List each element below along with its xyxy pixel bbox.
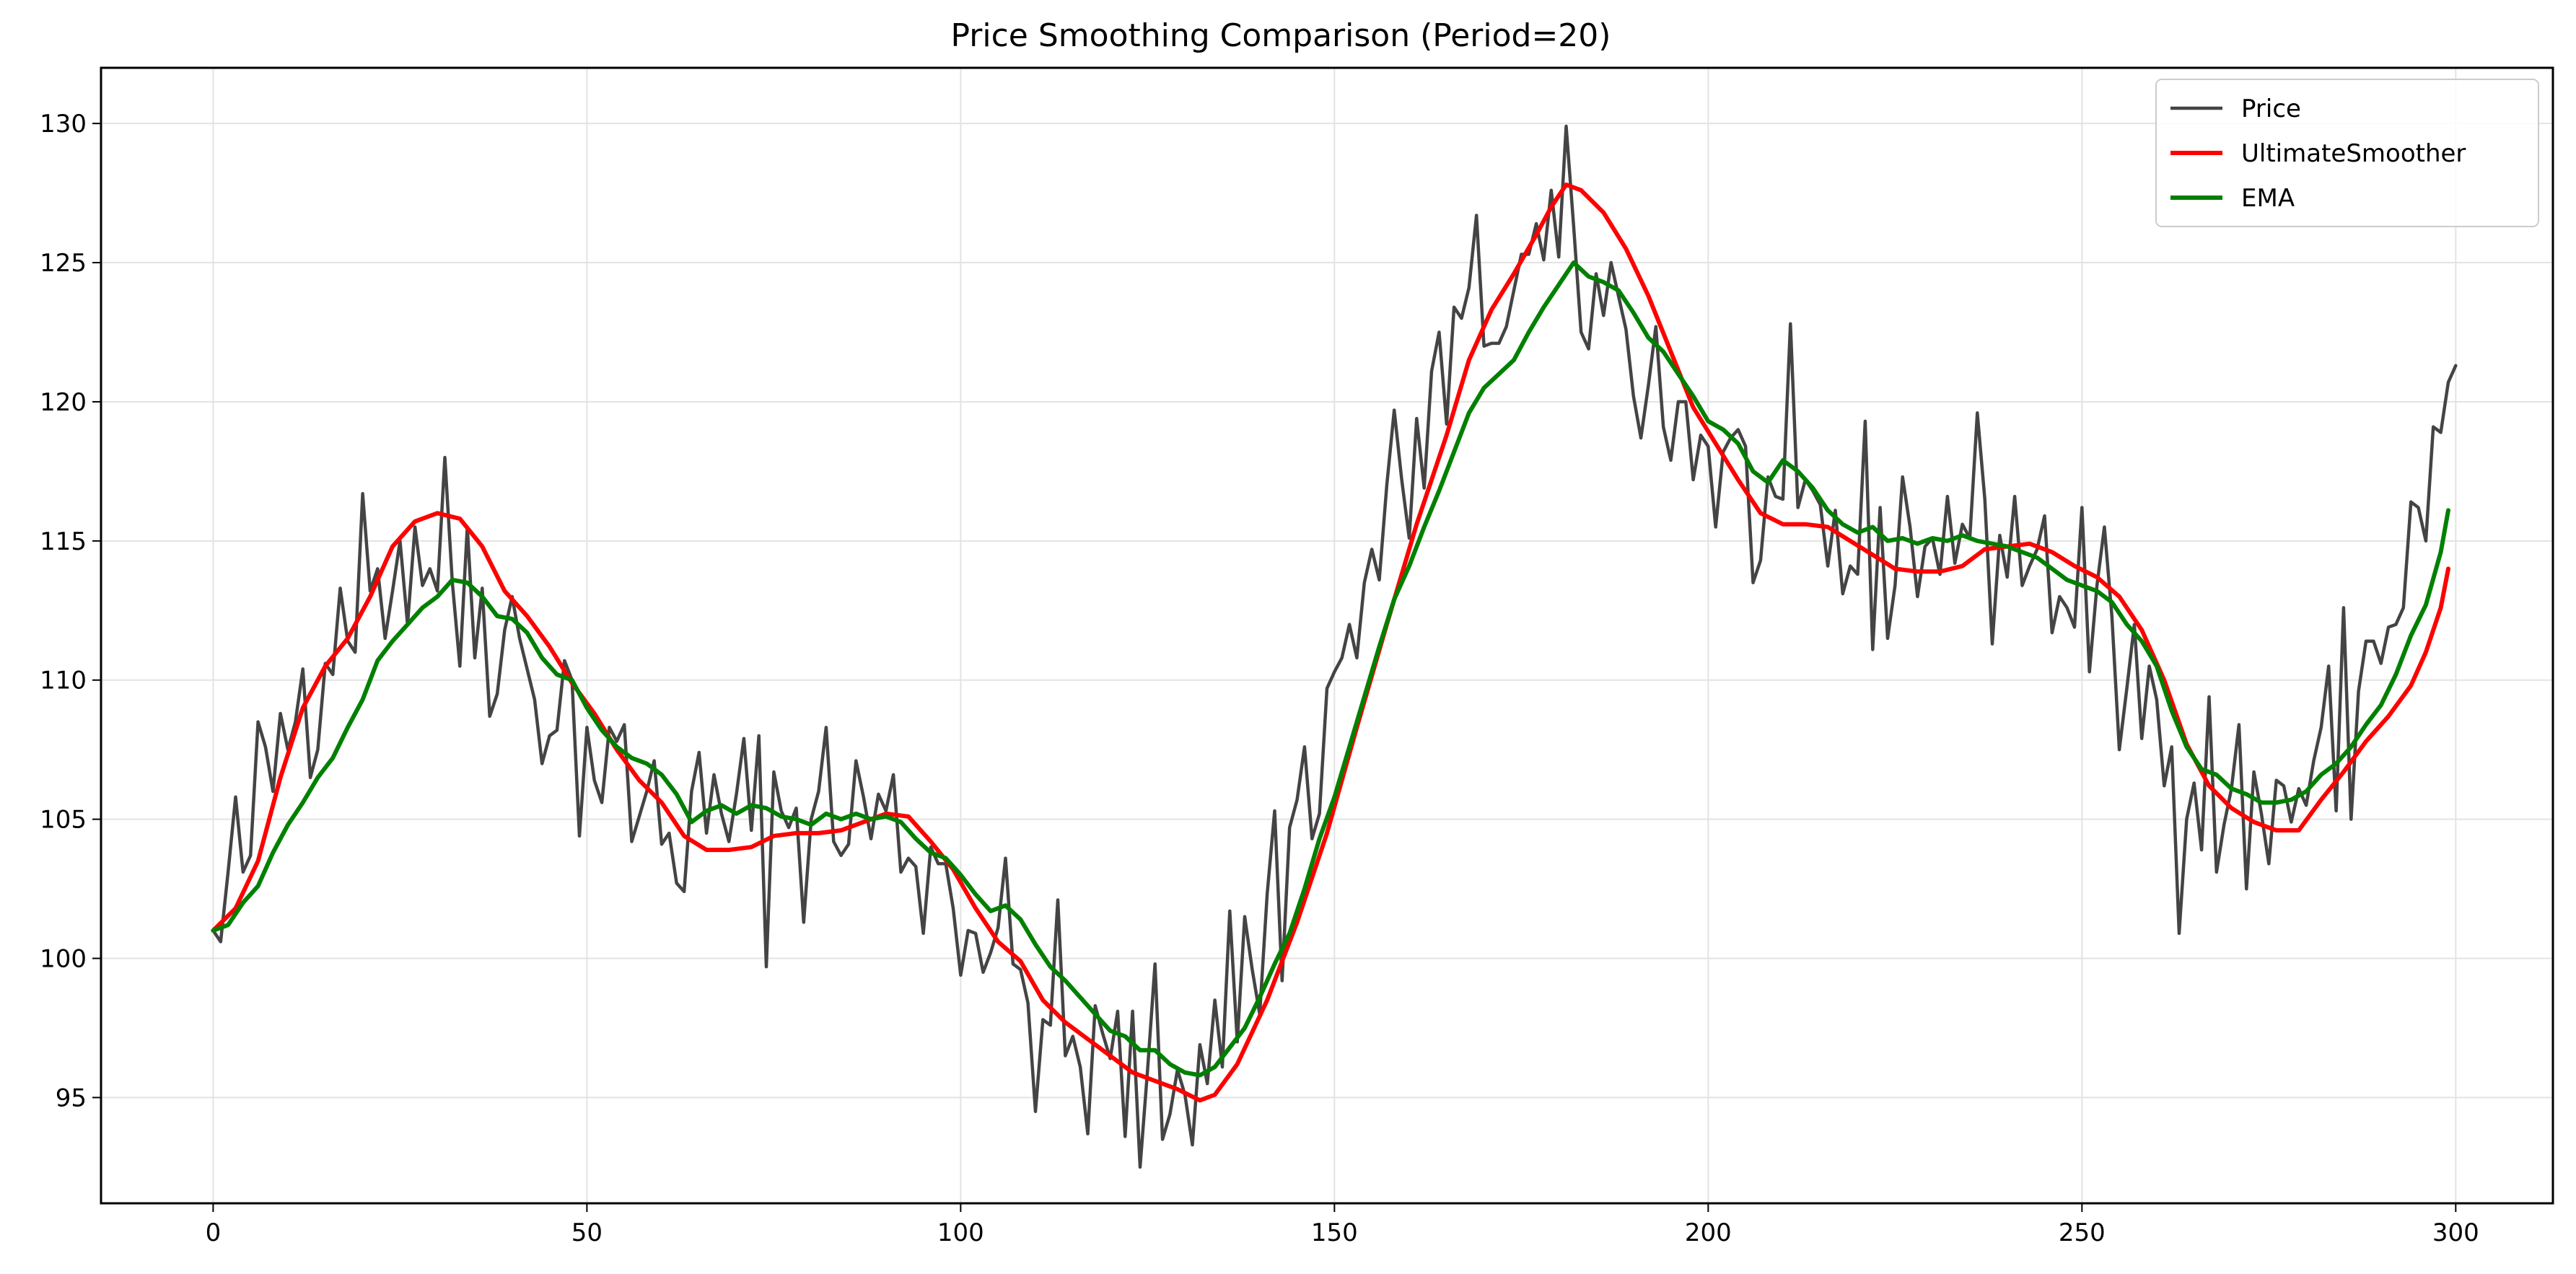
legend-label: EMA	[2241, 184, 2295, 213]
legend-box	[2155, 79, 2539, 227]
x-tick-label: 200	[1685, 1218, 1732, 1247]
y-tick-label: 105	[40, 806, 87, 835]
legend: Price UltimateSmoother EMA	[2155, 79, 2539, 227]
x-tick-label: 250	[2059, 1218, 2106, 1247]
series-layer	[211, 124, 2458, 1169]
legend-label: Price	[2241, 95, 2301, 123]
price-series-line	[211, 124, 2458, 1169]
x-tick-label: 50	[571, 1218, 603, 1247]
plot-frame	[100, 66, 2554, 1205]
ticks-layer: 0 50 100 150 200 250 300 95 100 105 110 115 120 125 13…	[40, 110, 2479, 1247]
x-tick-label: 0	[206, 1218, 222, 1247]
legend-label: UltimateSmoother	[2241, 139, 2466, 168]
y-tick-label: 115	[40, 527, 87, 556]
y-tick-label: 100	[40, 945, 87, 974]
y-tick-label: 125	[40, 249, 87, 278]
y-tick-label: 120	[40, 388, 87, 417]
x-tick-label: 100	[937, 1218, 984, 1247]
y-tick-label: 110	[40, 667, 87, 695]
y-tick-label: 95	[56, 1084, 87, 1112]
x-tick-label: 300	[2432, 1218, 2479, 1247]
y-tick-label: 130	[40, 110, 87, 139]
chart-title: Price Smoothing Comparison (Period=20)	[951, 17, 1611, 54]
ema-series-line	[211, 260, 2450, 1078]
x-tick-label: 150	[1311, 1218, 1358, 1247]
